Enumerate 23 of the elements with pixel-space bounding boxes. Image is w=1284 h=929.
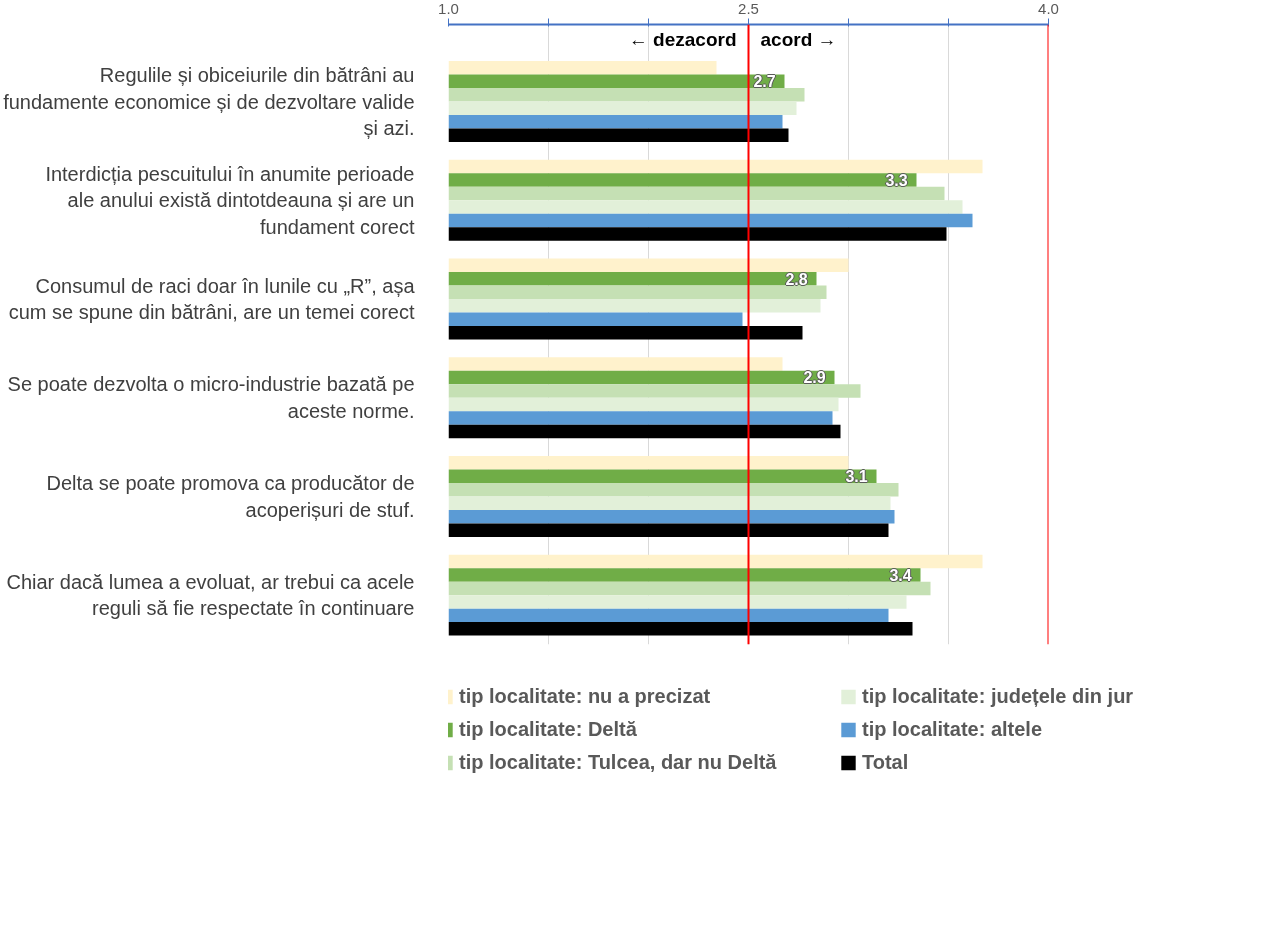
y-tick-label: Se poate dezvolta o micro-industrie bazată pe aceste norme. — [7, 373, 415, 422]
x-tick-label: 2.5 — [738, 0, 759, 17]
annotation: ← dezacord — [628, 28, 737, 50]
data-label: 3.4 — [889, 566, 912, 584]
y-tick-label: Interdicția pescuitului în anumite perioade ale anului există dintotdeauna și are un fundament corect — [45, 162, 415, 238]
data-label: 3.1 — [845, 468, 868, 486]
data-label: 3.3 — [885, 172, 908, 190]
legend-label: tip localitate: altele — [862, 717, 1044, 741]
y-tick-label: Delta se poate promova ca producător de acoperișuri de stuf. — [46, 472, 415, 521]
annotation: acord → — [760, 28, 837, 50]
data-label: 2.8 — [785, 271, 808, 289]
legend-label: tip localitate: Tulcea, dar nu Deltă — [459, 750, 778, 774]
legend-label: tip localitate: nu a precizat — [459, 684, 712, 708]
legend-label: Total — [862, 750, 910, 774]
data-label: 2.9 — [803, 369, 826, 387]
y-tick-label: Chiar dacă lumea a evoluat, ar trebui ca acele reguli să fie respectate în continuare — [6, 570, 415, 620]
legend-label: tip localitate: județele din jur — [862, 684, 1135, 708]
x-tick-label: 1.0 — [438, 0, 459, 17]
y-tick-label: Consumul de raci doar în lunile cu „R”, așa cum se spune din bătrâni, are un temei corect — [8, 274, 416, 324]
legend-label: tip localitate: Deltă — [459, 717, 638, 741]
data-label: 2.7 — [753, 73, 776, 91]
x-tick-label: 4.0 — [1038, 0, 1059, 17]
y-tick-label: Regulile și obiceiurile din bătrâni au fundamente economice și de dezvoltare valide și azi. — [3, 64, 415, 139]
